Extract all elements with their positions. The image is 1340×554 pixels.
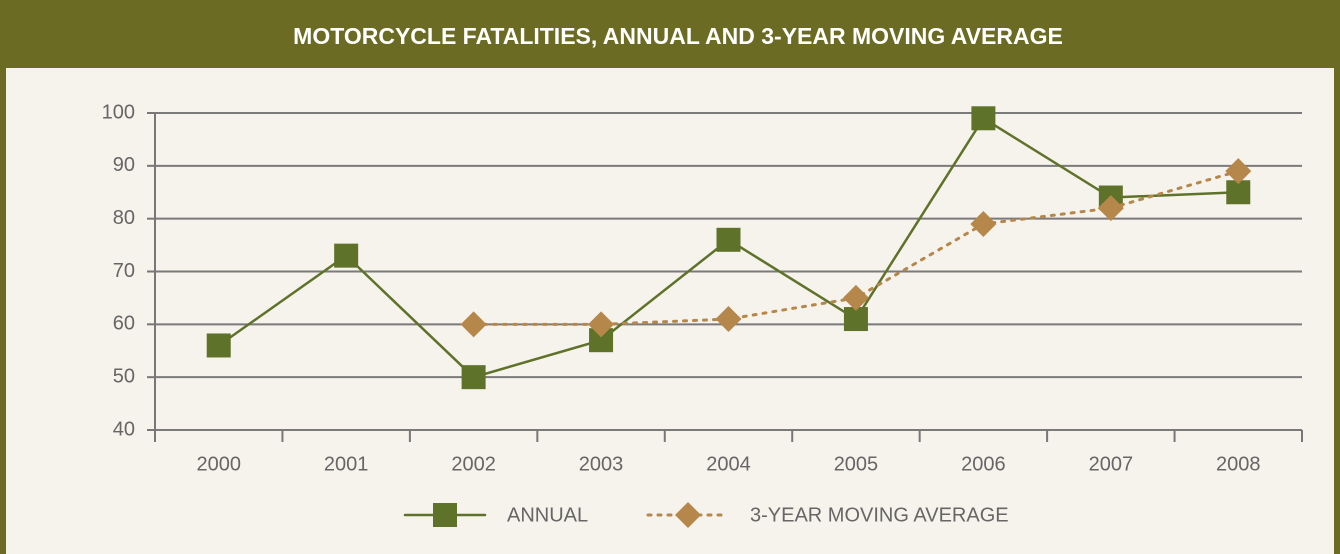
marker bbox=[461, 365, 486, 390]
marker bbox=[842, 284, 869, 311]
marker bbox=[460, 311, 487, 338]
y-tick-label: 70 bbox=[113, 260, 135, 282]
marker bbox=[715, 306, 742, 333]
marker bbox=[588, 311, 615, 338]
marker bbox=[1097, 195, 1124, 222]
y-tick-label: 50 bbox=[113, 365, 135, 387]
y-tick-label: 80 bbox=[113, 207, 135, 229]
title-bar bbox=[0, 0, 1340, 68]
y-tick-label: 40 bbox=[113, 418, 135, 440]
marker bbox=[716, 227, 741, 252]
x-tick-label: 2005 bbox=[834, 453, 879, 475]
x-tick-label: 2007 bbox=[1089, 453, 1134, 475]
y-tick-label: 60 bbox=[113, 313, 135, 335]
chart-title: MOTORCYCLE FATALITIES, ANNUAL AND 3-YEAR… bbox=[293, 23, 1063, 49]
legend-marker bbox=[675, 502, 701, 528]
marker bbox=[843, 307, 868, 332]
x-tick-label: 2003 bbox=[579, 453, 624, 475]
marker bbox=[1225, 158, 1252, 185]
x-tick-label: 2008 bbox=[1216, 453, 1261, 475]
y-tick-label: 100 bbox=[102, 101, 135, 123]
marker bbox=[970, 210, 997, 237]
marker bbox=[334, 243, 359, 268]
x-tick-label: 2001 bbox=[324, 453, 369, 475]
legend-label: 3-YEAR MOVING AVERAGE bbox=[750, 504, 1009, 526]
marker bbox=[1226, 180, 1251, 205]
x-tick-label: 2000 bbox=[196, 453, 241, 475]
legend-marker bbox=[433, 503, 457, 527]
x-tick-label: 2006 bbox=[961, 453, 1006, 475]
marker bbox=[206, 333, 231, 358]
y-tick-label: 90 bbox=[113, 154, 135, 176]
x-tick-label: 2004 bbox=[706, 453, 751, 475]
marker bbox=[971, 106, 996, 131]
x-tick-label: 2002 bbox=[451, 453, 496, 475]
legend-label: ANNUAL bbox=[507, 504, 588, 526]
